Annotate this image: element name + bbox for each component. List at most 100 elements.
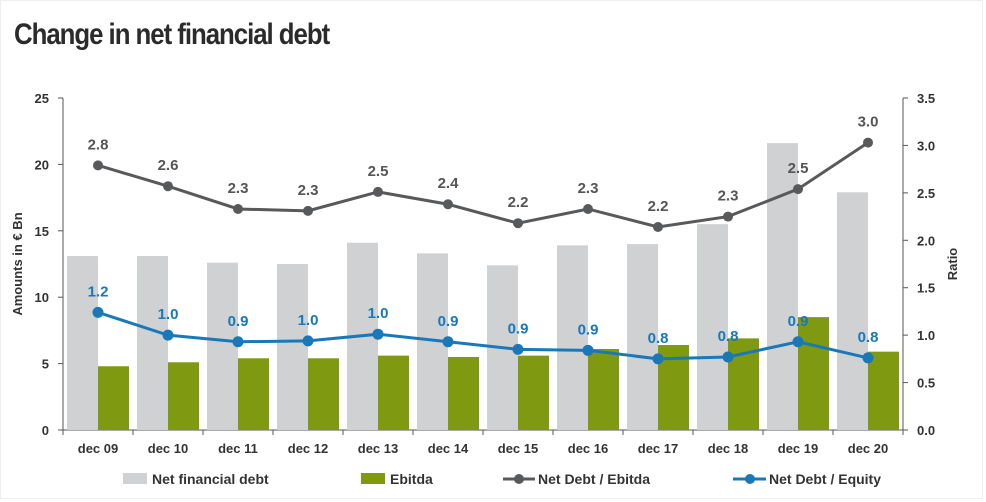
- point-net-debt-equity: [232, 336, 244, 348]
- bar-ebitda: [518, 355, 549, 430]
- legend-marker-net-debt-ebitda: [514, 474, 524, 484]
- right-tick-label: 0.0: [917, 423, 935, 438]
- left-tick-label: 0: [42, 423, 49, 438]
- x-tick-label: dec 14: [428, 441, 469, 456]
- bar-ebitda: [798, 317, 829, 430]
- x-tick-label: dec 10: [148, 441, 188, 456]
- legend-label-net-debt-equity: Net Debt / Equity: [769, 471, 881, 487]
- data-label-net-debt-ebitda: 2.2: [648, 198, 669, 215]
- x-tick-label: dec 19: [778, 441, 818, 456]
- bar-ebitda: [868, 351, 899, 430]
- data-label-net-debt-equity: 0.9: [578, 321, 599, 338]
- point-net-debt-ebitda: [583, 203, 593, 214]
- bar-net-financial-debt: [67, 256, 98, 430]
- point-net-debt-equity: [792, 336, 804, 348]
- data-label-net-debt-ebitda: 2.5: [368, 163, 389, 180]
- x-tick-label: dec 11: [218, 441, 258, 456]
- bar-net-financial-debt: [557, 245, 588, 430]
- right-tick-label: 1.0: [917, 328, 935, 343]
- x-tick-label: dec 18: [708, 441, 748, 456]
- left-tick-label: 25: [35, 91, 49, 106]
- right-tick-label: 2.5: [917, 186, 935, 201]
- legend-swatch-net-financial-debt: [123, 473, 147, 484]
- bar-ebitda: [378, 355, 409, 430]
- legend-label-net-financial-debt: Net financial debt: [152, 471, 269, 487]
- x-tick-label: dec 20: [848, 441, 888, 456]
- point-net-debt-ebitda: [93, 160, 103, 171]
- point-net-debt-equity: [512, 343, 524, 355]
- bar-net-financial-debt: [137, 256, 168, 430]
- point-net-debt-ebitda: [653, 222, 663, 233]
- data-label-net-debt-equity: 0.9: [438, 313, 459, 330]
- point-net-debt-ebitda: [443, 199, 453, 210]
- data-label-net-debt-equity: 0.8: [648, 330, 669, 347]
- bar-net-financial-debt: [207, 262, 238, 430]
- y2-axis-label: Ratio: [945, 248, 960, 281]
- data-label-net-debt-equity: 0.9: [508, 320, 529, 337]
- bar-ebitda: [98, 366, 129, 430]
- data-label-net-debt-ebitda: 2.4: [438, 175, 460, 192]
- point-net-debt-equity: [862, 352, 874, 364]
- bar-net-financial-debt: [277, 264, 308, 430]
- legend-marker-net-debt-equity: [745, 474, 755, 484]
- line-net-debt-ebitda: [97, 141, 869, 229]
- data-label-net-debt-equity: 0.9: [788, 313, 809, 330]
- data-label-net-debt-ebitda: 2.2: [508, 194, 529, 211]
- point-net-debt-ebitda: [373, 186, 383, 197]
- bar-ebitda: [308, 358, 339, 430]
- bar-net-financial-debt: [627, 244, 658, 430]
- point-net-debt-ebitda: [163, 181, 173, 192]
- bar-net-financial-debt: [837, 192, 868, 430]
- data-label-net-debt-equity: 1.0: [298, 312, 319, 329]
- data-label-net-debt-ebitda: 2.3: [578, 180, 599, 197]
- left-tick-label: 20: [35, 157, 49, 172]
- right-tick-label: 3.0: [917, 138, 935, 153]
- data-label-net-debt-equity: 0.9: [228, 313, 249, 330]
- point-net-debt-equity: [162, 329, 174, 341]
- left-tick-label: 15: [35, 224, 49, 239]
- point-net-debt-ebitda: [723, 211, 733, 222]
- x-tick-label: dec 17: [638, 441, 678, 456]
- bar-net-financial-debt: [767, 143, 798, 431]
- right-tick-label: 2.0: [917, 233, 935, 248]
- data-label-net-debt-ebitda: 2.8: [88, 136, 109, 153]
- data-label-net-debt-ebitda: 2.6: [158, 157, 179, 174]
- point-net-debt-equity: [652, 353, 664, 365]
- point-net-debt-equity: [92, 306, 104, 318]
- point-net-debt-ebitda: [863, 137, 873, 148]
- x-tick-label: dec 13: [358, 441, 398, 456]
- x-tick-label: dec 15: [498, 441, 538, 456]
- point-net-debt-ebitda: [233, 203, 243, 214]
- data-label-net-debt-ebitda: 2.3: [298, 182, 319, 199]
- data-label-net-debt-equity: 0.8: [858, 329, 879, 346]
- point-net-debt-equity: [302, 335, 314, 347]
- bar-net-financial-debt: [697, 224, 728, 430]
- right-tick-label: 3.5: [917, 91, 935, 106]
- point-net-debt-ebitda: [303, 205, 313, 216]
- data-label-net-debt-ebitda: 2.3: [228, 180, 249, 197]
- point-net-debt-equity: [722, 351, 734, 363]
- legend-label-net-debt-ebitda: Net Debt / Ebitda: [538, 471, 650, 487]
- legend-swatch-ebitda: [361, 473, 385, 484]
- point-net-debt-ebitda: [793, 184, 803, 195]
- bar-ebitda: [168, 362, 199, 430]
- data-label-net-debt-ebitda: 3.0: [858, 114, 879, 131]
- bar-ebitda: [448, 356, 479, 430]
- bar-ebitda: [238, 358, 269, 430]
- data-label-net-debt-equity: 0.8: [718, 328, 739, 345]
- point-net-debt-equity: [582, 344, 594, 356]
- line-net-debt-equity: [97, 310, 869, 361]
- chart-title: Change in net financial debt: [14, 18, 330, 51]
- right-tick-label: 0.5: [917, 376, 935, 391]
- point-net-debt-ebitda: [513, 218, 523, 229]
- data-label-net-debt-ebitda: 2.5: [788, 160, 809, 177]
- legend-label-ebitda: Ebitda: [390, 471, 433, 487]
- bar-ebitda: [588, 348, 619, 430]
- y-axis-label: Amounts in € Bn: [10, 212, 25, 315]
- left-tick-label: 5: [42, 357, 49, 372]
- x-tick-label: dec 09: [78, 441, 118, 456]
- data-label-net-debt-ebitda: 2.3: [718, 188, 739, 205]
- left-tick-label: 10: [35, 290, 49, 305]
